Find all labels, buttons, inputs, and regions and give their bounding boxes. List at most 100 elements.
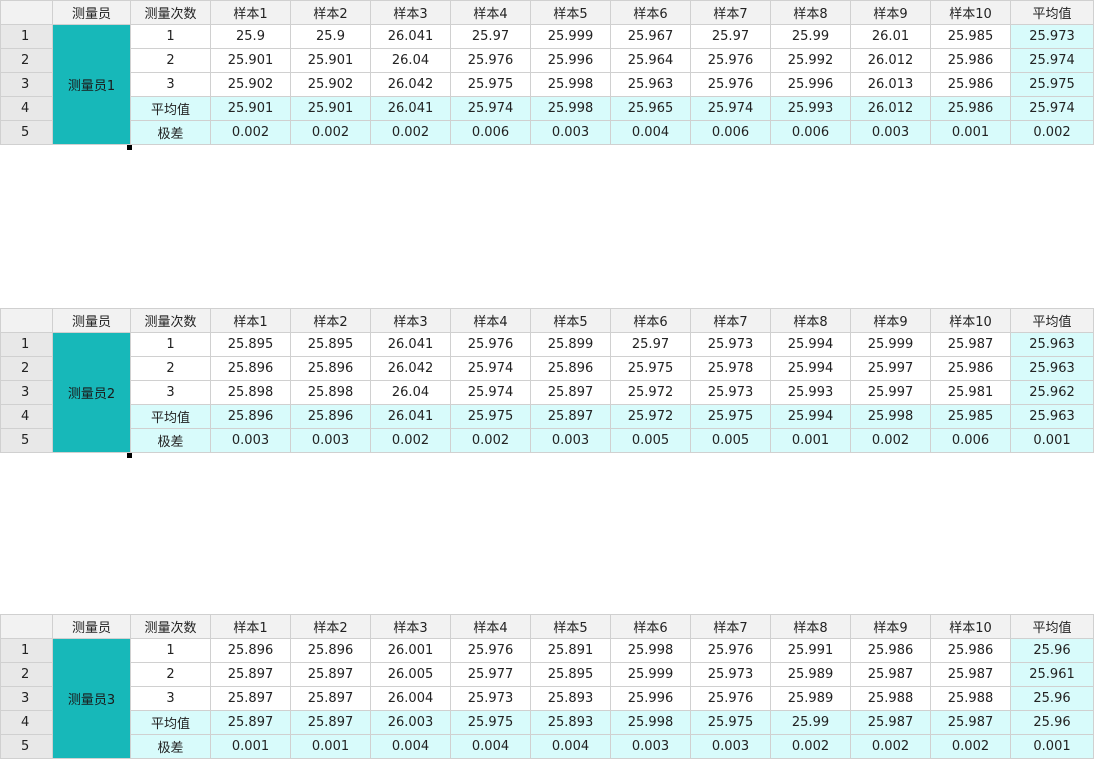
sample-cell[interactable]: 25.974 <box>690 96 771 121</box>
sample-cell[interactable]: 25.901 <box>290 96 371 121</box>
sample-cell[interactable]: 25.897 <box>290 686 371 711</box>
column-header[interactable]: 样本2 <box>290 0 371 25</box>
sample-cell[interactable]: 25.899 <box>530 332 611 357</box>
sample-cell[interactable]: 25.992 <box>770 48 851 73</box>
sample-cell[interactable]: 25.998 <box>610 638 691 663</box>
sample-cell[interactable]: 25.973 <box>690 332 771 357</box>
sample-cell[interactable]: 25.985 <box>930 404 1011 429</box>
sample-cell[interactable]: 25.988 <box>930 686 1011 711</box>
sample-cell[interactable]: 25.998 <box>610 710 691 735</box>
sample-cell[interactable]: 26.001 <box>370 638 451 663</box>
sample-cell[interactable]: 25.896 <box>210 638 291 663</box>
sample-cell[interactable]: 25.978 <box>690 356 771 381</box>
sample-cell[interactable]: 26.042 <box>370 72 451 97</box>
sample-cell[interactable]: 25.987 <box>930 662 1011 687</box>
corner-cell[interactable] <box>0 614 53 639</box>
column-header[interactable]: 样本8 <box>770 0 851 25</box>
column-header[interactable]: 测量次数 <box>130 308 211 333</box>
sample-cell[interactable]: 0.002 <box>770 734 851 759</box>
sample-cell[interactable]: 0.002 <box>850 734 931 759</box>
sample-cell[interactable]: 25.986 <box>930 48 1011 73</box>
sample-cell[interactable]: 25.963 <box>610 72 691 97</box>
row-number[interactable]: 3 <box>0 72 53 97</box>
sample-cell[interactable]: 25.996 <box>530 48 611 73</box>
column-header[interactable]: 样本6 <box>610 308 691 333</box>
sample-cell[interactable]: 25.998 <box>530 96 611 121</box>
column-header[interactable]: 样本7 <box>690 0 771 25</box>
sample-cell[interactable]: 26.003 <box>370 710 451 735</box>
column-header[interactable]: 样本3 <box>370 614 451 639</box>
sample-cell[interactable]: 25.986 <box>930 96 1011 121</box>
column-header[interactable]: 样本5 <box>530 0 611 25</box>
row-number[interactable]: 4 <box>0 710 53 735</box>
column-header[interactable]: 样本6 <box>610 614 691 639</box>
sample-cell[interactable]: 25.967 <box>610 24 691 49</box>
sample-cell[interactable]: 25.997 <box>850 380 931 405</box>
sample-cell[interactable]: 25.994 <box>770 332 851 357</box>
sample-cell[interactable]: 25.97 <box>690 24 771 49</box>
sample-cell[interactable]: 25.974 <box>450 356 531 381</box>
column-header[interactable]: 样本1 <box>210 0 291 25</box>
sample-cell[interactable]: 0.002 <box>450 428 531 453</box>
operator-cell[interactable]: 测量员3 <box>52 638 131 759</box>
sample-cell[interactable]: 26.005 <box>370 662 451 687</box>
sample-cell[interactable]: 25.974 <box>450 96 531 121</box>
column-header[interactable]: 样本2 <box>290 308 371 333</box>
sample-cell[interactable]: 25.896 <box>290 404 371 429</box>
column-header[interactable]: 样本2 <box>290 614 371 639</box>
sample-cell[interactable]: 25.994 <box>770 404 851 429</box>
sample-cell[interactable]: 25.976 <box>690 686 771 711</box>
column-header[interactable]: 测量次数 <box>130 0 211 25</box>
fill-handle[interactable] <box>127 145 132 150</box>
row-number[interactable]: 2 <box>0 48 53 73</box>
average-cell[interactable]: 25.974 <box>1010 96 1094 121</box>
sample-cell[interactable]: 25.998 <box>530 72 611 97</box>
corner-cell[interactable] <box>0 0 53 25</box>
sample-cell[interactable]: 25.975 <box>610 356 691 381</box>
column-header[interactable]: 平均值 <box>1010 0 1094 25</box>
sample-cell[interactable]: 25.901 <box>210 96 291 121</box>
sample-cell[interactable]: 26.004 <box>370 686 451 711</box>
average-cell[interactable]: 25.96 <box>1010 638 1094 663</box>
sample-cell[interactable]: 25.897 <box>530 380 611 405</box>
sample-cell[interactable]: 25.964 <box>610 48 691 73</box>
sample-cell[interactable]: 26.04 <box>370 48 451 73</box>
sample-cell[interactable]: 25.975 <box>690 404 771 429</box>
trial-cell[interactable]: 极差 <box>130 428 211 453</box>
sample-cell[interactable]: 25.999 <box>610 662 691 687</box>
sample-cell[interactable]: 0.004 <box>450 734 531 759</box>
row-number[interactable]: 5 <box>0 734 53 759</box>
row-number[interactable]: 3 <box>0 380 53 405</box>
sample-cell[interactable]: 25.97 <box>610 332 691 357</box>
sample-cell[interactable]: 25.898 <box>290 380 371 405</box>
row-number[interactable]: 5 <box>0 428 53 453</box>
sample-cell[interactable]: 0.006 <box>450 120 531 145</box>
sample-cell[interactable]: 0.002 <box>290 120 371 145</box>
column-header[interactable]: 样本10 <box>930 614 1011 639</box>
sample-cell[interactable]: 26.042 <box>370 356 451 381</box>
sample-cell[interactable]: 25.996 <box>610 686 691 711</box>
row-number[interactable]: 1 <box>0 638 53 663</box>
sample-cell[interactable]: 25.896 <box>210 356 291 381</box>
sample-cell[interactable]: 25.975 <box>450 72 531 97</box>
sample-cell[interactable]: 0.003 <box>530 120 611 145</box>
row-number[interactable]: 5 <box>0 120 53 145</box>
average-cell[interactable]: 25.963 <box>1010 404 1094 429</box>
trial-cell[interactable]: 2 <box>130 48 211 73</box>
trial-cell[interactable]: 3 <box>130 72 211 97</box>
sample-cell[interactable]: 25.901 <box>290 48 371 73</box>
column-header[interactable]: 平均值 <box>1010 308 1094 333</box>
sample-cell[interactable]: 26.041 <box>370 404 451 429</box>
sample-cell[interactable]: 26.041 <box>370 24 451 49</box>
sample-cell[interactable]: 25.975 <box>450 404 531 429</box>
sample-cell[interactable]: 26.013 <box>850 72 931 97</box>
column-header[interactable]: 样本9 <box>850 614 931 639</box>
sample-cell[interactable]: 25.895 <box>530 662 611 687</box>
sample-cell[interactable]: 0.004 <box>530 734 611 759</box>
sample-cell[interactable]: 25.99 <box>770 710 851 735</box>
sample-cell[interactable]: 0.002 <box>370 428 451 453</box>
sample-cell[interactable]: 25.997 <box>850 356 931 381</box>
column-header[interactable]: 样本8 <box>770 614 851 639</box>
sample-cell[interactable]: 25.897 <box>290 662 371 687</box>
sample-cell[interactable]: 0.001 <box>770 428 851 453</box>
